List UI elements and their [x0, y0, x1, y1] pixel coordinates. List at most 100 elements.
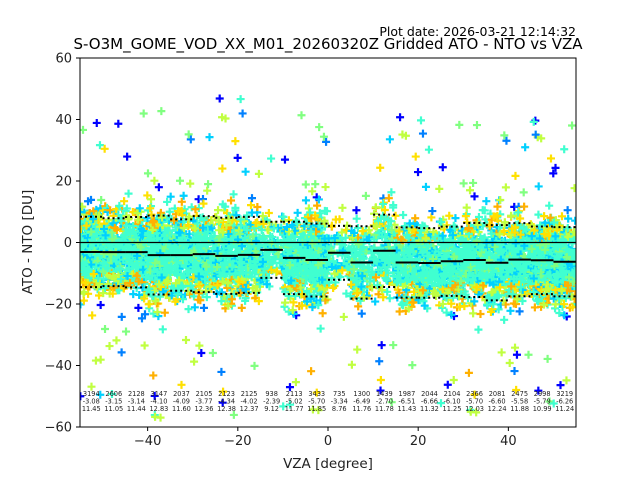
- data-point: [134, 303, 143, 312]
- data-point: [153, 268, 162, 277]
- data-point: [359, 254, 368, 263]
- data-point: [338, 203, 347, 212]
- data-point: [138, 283, 147, 292]
- data-point: [165, 207, 174, 216]
- data-point: [474, 325, 483, 334]
- data-point: [395, 307, 404, 316]
- data-point: [396, 113, 405, 122]
- data-point: [381, 233, 390, 242]
- data-point: [531, 116, 540, 125]
- data-point: [447, 264, 456, 273]
- data-point: [250, 224, 259, 233]
- data-point: [123, 152, 132, 161]
- data-point: [82, 221, 91, 230]
- data-point: [291, 216, 300, 225]
- data-point: [383, 287, 392, 296]
- data-point: [227, 295, 236, 304]
- data-point: [229, 410, 238, 419]
- data-point: [374, 290, 383, 299]
- data-point: [80, 202, 87, 211]
- data-point: [515, 307, 524, 316]
- data-point: [337, 228, 346, 237]
- data-point: [254, 169, 263, 178]
- data-point: [474, 212, 483, 221]
- data-point: [125, 256, 134, 265]
- data-point: [236, 95, 245, 104]
- data-point: [224, 279, 233, 288]
- data-point: [506, 306, 515, 315]
- data-point: [451, 214, 460, 223]
- data-point: [392, 253, 401, 262]
- data-point: [106, 206, 115, 215]
- data-point: [447, 299, 456, 308]
- data-point: [442, 308, 451, 317]
- data-point: [238, 109, 247, 118]
- data-point: [543, 354, 552, 363]
- data-point: [217, 297, 226, 306]
- data-point: [178, 233, 187, 242]
- data-point: [100, 259, 109, 268]
- data-point: [205, 133, 214, 142]
- data-point: [379, 199, 388, 208]
- data-point: [177, 380, 186, 389]
- data-point: [217, 288, 226, 297]
- data-point: [472, 121, 481, 130]
- data-point: [393, 268, 402, 277]
- data-point: [121, 231, 130, 240]
- data-point: [336, 273, 345, 282]
- data-point: [319, 132, 328, 141]
- data-point: [408, 361, 417, 370]
- data-point: [387, 188, 396, 197]
- data-point: [83, 233, 92, 242]
- data-point: [203, 227, 212, 236]
- data-point: [143, 169, 152, 178]
- data-point: [371, 273, 380, 282]
- data-point: [437, 218, 446, 227]
- data-point: [545, 201, 554, 210]
- data-point: [260, 264, 269, 273]
- data-point: [331, 215, 340, 224]
- data-point: [257, 226, 266, 235]
- data-point: [311, 251, 320, 260]
- data-point: [285, 269, 294, 278]
- data-point: [393, 276, 402, 285]
- data-point: [237, 265, 246, 274]
- data-point: [312, 388, 321, 397]
- data-point: [422, 234, 431, 243]
- data-point: [150, 176, 159, 185]
- data-point: [315, 209, 324, 218]
- data-point: [94, 239, 103, 248]
- data-point: [347, 360, 356, 369]
- data-point: [376, 386, 385, 395]
- data-point: [423, 241, 432, 250]
- data-point: [195, 341, 204, 350]
- data-point: [285, 261, 294, 270]
- data-point: [438, 299, 447, 308]
- data-point: [387, 398, 396, 407]
- data-point: [251, 286, 260, 295]
- data-point: [139, 265, 148, 274]
- data-point: [251, 258, 260, 267]
- data-point: [421, 182, 430, 191]
- data-point: [389, 341, 398, 350]
- data-point: [171, 223, 180, 232]
- data-point: [184, 305, 193, 314]
- data-point: [156, 208, 165, 217]
- data-point: [401, 292, 410, 301]
- data-point: [123, 272, 132, 281]
- data-point: [372, 222, 381, 231]
- data-point: [482, 197, 491, 206]
- data-point: [158, 325, 167, 334]
- data-point: [258, 212, 267, 221]
- data-point: [301, 180, 310, 189]
- data-point: [153, 234, 162, 243]
- data-point: [304, 204, 313, 213]
- data-point: [258, 257, 267, 266]
- data-point: [324, 234, 333, 243]
- data-point: [247, 194, 256, 203]
- data-point: [437, 399, 445, 408]
- data-point: [287, 276, 296, 285]
- data-point: [112, 239, 121, 248]
- data-point: [432, 291, 441, 300]
- data-point: [241, 233, 250, 242]
